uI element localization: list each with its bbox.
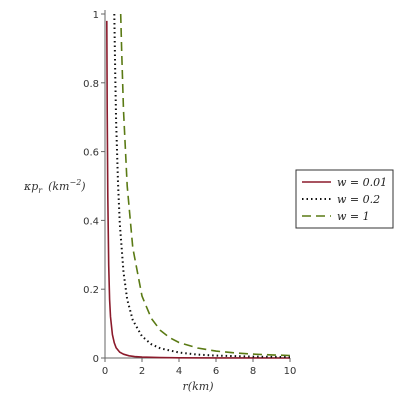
y-tick-label: 0.2: [83, 285, 99, 296]
legend-items: w = 0.01 w = 0.2 w = 1: [302, 176, 387, 223]
legend: w = 0.01 w = 0.2 w = 1: [295, 169, 394, 229]
y-tick-label: 0: [93, 354, 99, 365]
y-tick-label: 1: [93, 10, 99, 21]
y-tick-label: 0.6: [83, 148, 99, 159]
series-line-3: [119, 13, 291, 357]
x-tick-label: 10: [284, 366, 297, 377]
x-tick-label: 6: [213, 366, 219, 377]
svg-text:κpr(km−2): κpr (km−2): [23, 178, 86, 195]
y-tick-label: 0.4: [83, 216, 99, 227]
x-axis-label: r(km): [183, 380, 214, 393]
x-tick-label: 4: [176, 366, 182, 377]
legend-label: w = 0.01: [337, 176, 387, 189]
x-tick-label: 8: [250, 366, 256, 377]
series-line-2: [113, 13, 291, 359]
ticks: 0 2 4 6 8 10 0 0.2 0.4 0.6 0.8 1: [83, 10, 296, 377]
series-line-1: [106, 20, 291, 359]
series-layer: [106, 13, 291, 359]
x-tick-label: 2: [139, 366, 145, 377]
x-tick-label: 0: [102, 366, 108, 377]
y-axis-label: κpr (km−2): [23, 178, 86, 195]
legend-label: w = 1: [337, 210, 370, 223]
y-tick-label: 0.8: [83, 79, 99, 90]
legend-label: w = 0.2: [337, 193, 380, 206]
